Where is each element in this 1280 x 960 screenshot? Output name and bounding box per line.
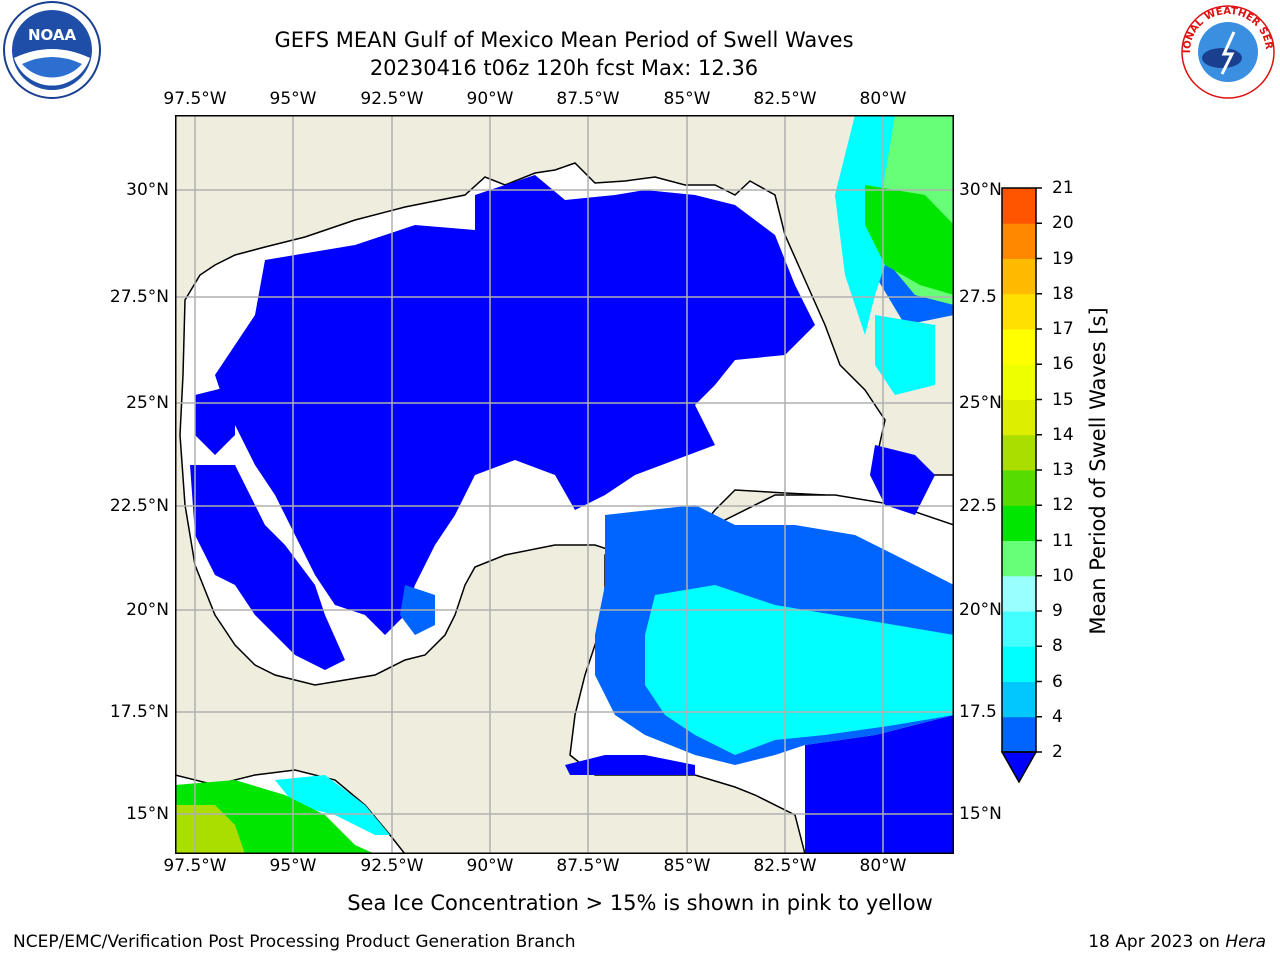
lon-tick-bottom: 85°W: [663, 856, 711, 876]
lon-tick-top: 80°W: [859, 89, 907, 109]
footer-date: 18 Apr 2023 on Hera: [1088, 932, 1266, 952]
sea-ice-note: Sea Ice Concentration > 15% is shown in …: [347, 891, 933, 915]
colorbar-tick-label: 17: [1052, 319, 1074, 339]
colorbar-segment: [1002, 434, 1036, 471]
colorbar-tick-label: 4: [1052, 706, 1063, 727]
colorbar-tick-label: 18: [1052, 283, 1074, 304]
lon-tick-top: 90°W: [466, 89, 514, 109]
chart-title: GEFS MEAN Gulf of Mexico Mean Period of …: [274, 28, 854, 52]
lon-tick-bottom: 87.5°W: [556, 856, 620, 876]
lat-tick-left: 25°N: [126, 393, 169, 413]
noaa-logo: NOAA: [0, 0, 104, 108]
lat-tick-left: 30°N: [126, 180, 169, 200]
lat-tick-right: 30°N: [959, 180, 1002, 200]
colorbar-tick-label: 9: [1052, 601, 1063, 621]
footer-branch: NCEP/EMC/Verification Post Processing Pr…: [13, 932, 576, 952]
colorbar-segment: [1002, 223, 1036, 259]
footer-date-text: 18 Apr 2023 on: [1088, 932, 1226, 952]
colorbar-segment: [1002, 540, 1036, 577]
lat-tick-right: 20°N: [959, 600, 1002, 620]
lat-tick-right: 17.5: [959, 702, 997, 722]
map-gridlines: [175, 115, 954, 854]
colorbar-segment: [1002, 364, 1036, 400]
lon-tick-bottom: 90°W: [466, 856, 514, 876]
lat-tick-right: 15°N: [959, 804, 1002, 824]
lon-tick-bottom: 80°W: [859, 856, 907, 876]
colorbar-tick-label: 15: [1052, 389, 1074, 410]
colorbar-tick-label: 19: [1052, 248, 1074, 269]
lat-tick-left: 15°N: [126, 804, 169, 824]
swell-field-2s: [190, 175, 954, 854]
lon-tick-top: 85°W: [663, 89, 711, 109]
colorbar-segment: [1002, 399, 1036, 436]
colorbar-tick-label: 11: [1052, 530, 1074, 551]
colorbar-tick-label: 10: [1052, 565, 1074, 586]
colorbar-tick-label: 16: [1052, 354, 1074, 375]
lon-tick-bottom: 95°W: [269, 856, 317, 876]
lon-tick-top: 97.5°W: [163, 89, 227, 109]
lat-tick-left: 22.5°N: [109, 496, 169, 516]
lat-tick-left: 17.5°N: [109, 702, 169, 722]
lat-tick-right: 25°N: [959, 393, 1002, 413]
colorbar-tick-label: 20: [1052, 213, 1074, 234]
colorbar-tick-label: 6: [1052, 671, 1063, 692]
colorbar-tick-label: 14: [1052, 424, 1074, 445]
colorbar-segment: [1002, 611, 1036, 647]
gulf-of-mexico-map: [175, 115, 954, 854]
colorbar-segment: [1002, 575, 1036, 612]
swell-field-12s: [175, 805, 245, 854]
colorbar-tick-label: 2: [1052, 742, 1063, 762]
colorbar: [1000, 187, 1042, 784]
lat-tick-right: 22.5: [959, 496, 997, 516]
chart-subtitle: 20230416 t06z 120h fcst Max: 12.36: [369, 56, 759, 80]
colorbar-segment: [1002, 470, 1036, 506]
lat-tick-left: 27.5°N: [109, 287, 169, 307]
lat-tick-right: 27.5: [959, 287, 997, 307]
colorbar-tick-label: 8: [1052, 636, 1063, 657]
noaa-logo-text: NOAA: [28, 26, 77, 44]
colorbar-label: Mean Period of Swell Waves [s]: [1086, 307, 1110, 635]
colorbar-segment: [1002, 646, 1036, 682]
colorbar-extend-arrow: [1000, 751, 1038, 784]
colorbar-segment: [1002, 329, 1036, 365]
lon-tick-top: 82.5°W: [753, 89, 817, 109]
colorbar-segment: [1002, 293, 1036, 330]
colorbar-segment: [1002, 188, 1036, 224]
colorbar-segment: [1002, 505, 1036, 541]
colorbar-tick-label: 12: [1052, 495, 1074, 516]
colorbar-segment: [1002, 258, 1036, 295]
colorbar-segment: [1002, 716, 1036, 753]
nws-logo: NATIONAL WEATHER SERVICE: [1172, 0, 1280, 108]
footer-machine: Hera: [1225, 932, 1266, 952]
lon-tick-top: 87.5°W: [556, 89, 620, 109]
colorbar-segment: [1002, 681, 1036, 718]
lon-tick-bottom: 92.5°W: [360, 856, 424, 876]
colorbar-tick-label: 13: [1052, 460, 1074, 480]
lon-tick-bottom: 97.5°W: [163, 856, 227, 876]
lat-tick-left: 20°N: [126, 600, 169, 620]
colorbar-tick-label: 21: [1052, 178, 1074, 198]
lon-tick-top: 92.5°W: [360, 89, 424, 109]
lon-tick-top: 95°W: [269, 89, 317, 109]
lon-tick-bottom: 82.5°W: [753, 856, 817, 876]
